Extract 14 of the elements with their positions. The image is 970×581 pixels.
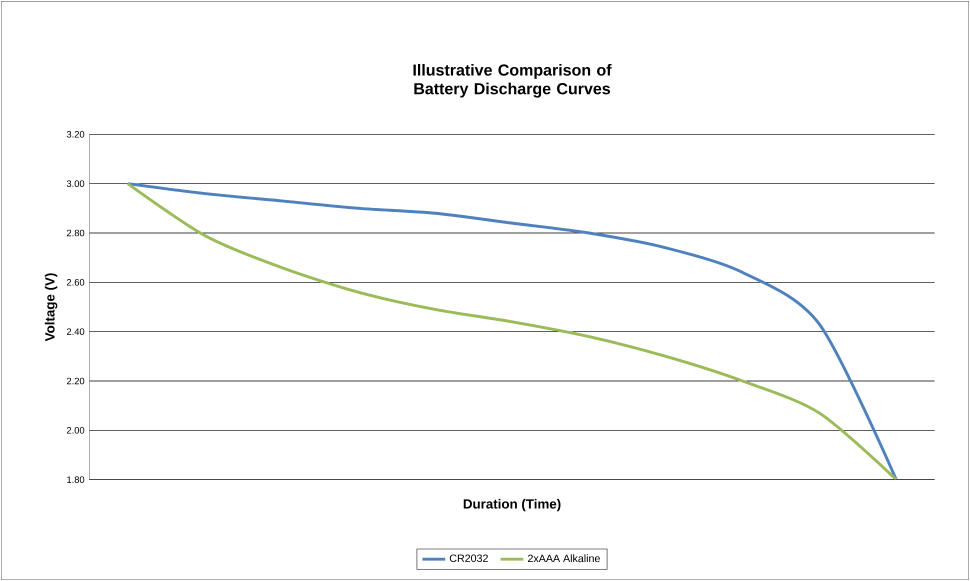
y-tick-label: 3.20 <box>66 131 84 138</box>
y-axis-title: Voltage (V) <box>44 273 58 342</box>
chart-title: Illustrative Comparison of Battery Discharge Curves <box>414 64 612 98</box>
y-tick-label: 1.80 <box>67 476 84 483</box>
y-tick-label: 2.40 <box>66 328 84 335</box>
y-tick-label: 2.80 <box>66 230 84 236</box>
y-tick-label: 2.60 <box>66 279 84 286</box>
y-tick-label: 2.00 <box>66 427 84 434</box>
line-series <box>126 182 898 480</box>
y-tick-label: 3.00 <box>66 180 84 187</box>
legend-label: CR2032 <box>450 554 488 562</box>
y-tick-label: 2.20 <box>66 378 84 384</box>
x-axis-title: Duration (Time) <box>464 498 560 512</box>
legend-label: 2xAAA Alkaline <box>528 554 600 562</box>
